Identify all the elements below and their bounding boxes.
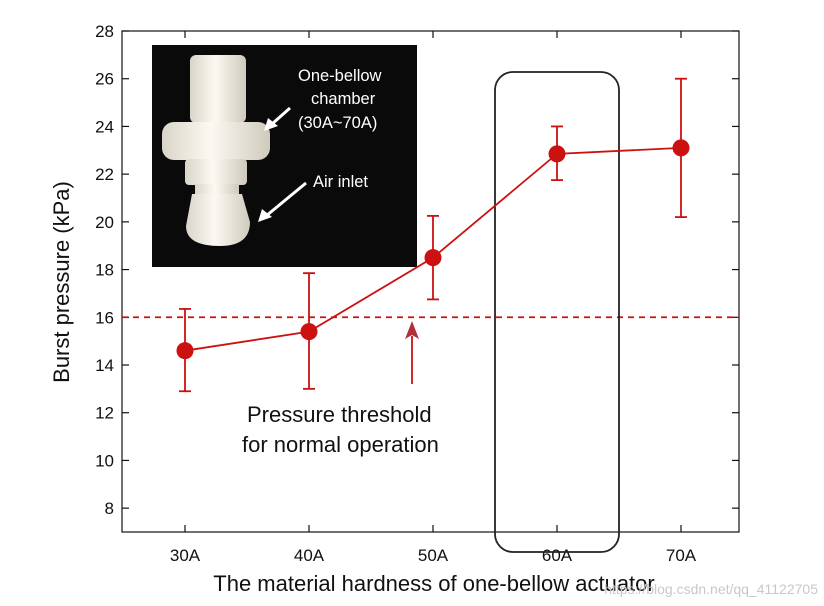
- threshold-label-line-1: Pressure threshold: [247, 402, 432, 427]
- data-point: [672, 139, 690, 157]
- data-point: [176, 342, 194, 360]
- actuator-picture: [162, 55, 270, 246]
- y-tick-label: 10: [95, 451, 114, 470]
- plot-frame: [121, 30, 740, 533]
- inset-label-1: One-bellow: [298, 67, 382, 85]
- x-tick-label: 70A: [666, 546, 697, 565]
- watermark: https://blog.csdn.net/qq_41122705: [604, 581, 818, 597]
- y-tick-label: 24: [95, 117, 114, 136]
- inset-label-2: chamber: [311, 90, 376, 108]
- y-tick-label: 18: [95, 261, 114, 280]
- x-axis-title: The material hardness of one-bellow actu…: [213, 571, 654, 596]
- inset-photo: One-bellow chamber (30A~70A) Air inlet: [152, 45, 417, 267]
- y-tick-label: 28: [95, 22, 114, 41]
- y-tick-label: 12: [95, 404, 114, 423]
- y-tick-label: 22: [95, 165, 114, 184]
- y-tick-label: 20: [95, 213, 114, 232]
- data-point: [424, 249, 442, 267]
- y-tick-label: 8: [105, 499, 114, 518]
- x-tick-label: 60A: [542, 546, 573, 565]
- highlight-box-60A: [494, 71, 620, 553]
- threshold-arrow: [405, 321, 419, 384]
- x-tick-label: 50A: [418, 546, 449, 565]
- y-axis-title: Burst pressure (kPa): [49, 181, 74, 383]
- data-point: [300, 323, 318, 341]
- data-point: [548, 145, 566, 163]
- inset-arrows: [258, 106, 307, 222]
- y-tick-label: 16: [95, 308, 114, 327]
- inset-label-3: (30A~70A): [298, 114, 377, 132]
- y-tick-label: 14: [95, 356, 114, 375]
- x-tick-label: 40A: [294, 546, 325, 565]
- y-axis: 8 10 12 14 16 18 20 22 24 26 28: [95, 22, 739, 518]
- threshold-label-line-2: for normal operation: [242, 432, 439, 457]
- x-axis: 30A 40A 50A 60A 70A: [170, 31, 697, 565]
- x-tick-label: 30A: [170, 546, 201, 565]
- series-layer: [176, 77, 690, 393]
- inset-label-4: Air inlet: [313, 173, 368, 191]
- y-tick-label: 26: [95, 70, 114, 89]
